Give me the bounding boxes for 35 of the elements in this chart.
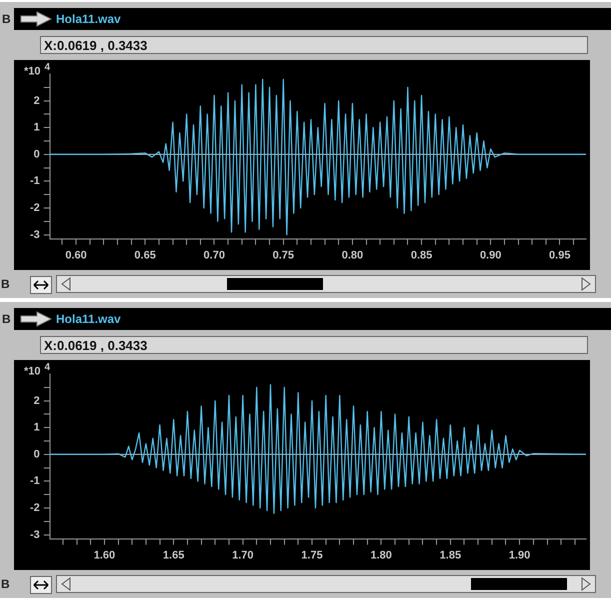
- y-tick-label: 0: [34, 448, 40, 460]
- y-tick-label: -1: [30, 475, 40, 488]
- text: B: [1, 577, 10, 591]
- text: B: [2, 312, 11, 326]
- chart-title: Hola11.wav: [56, 12, 121, 26]
- x-tick-label: 1.65: [162, 549, 184, 562]
- y-tick-label: 0: [34, 148, 40, 160]
- y-tick-label: 1: [34, 422, 40, 434]
- x-tick-label: 1.90: [508, 549, 530, 562]
- x-tick-label: 0.85: [410, 249, 432, 262]
- y-tick-label: -3: [30, 528, 40, 541]
- text: B: [1, 277, 10, 291]
- x-tick-label: 0.60: [65, 249, 87, 262]
- y-tick-label: -3: [30, 228, 40, 241]
- x-tick-label: 1.60: [94, 549, 116, 562]
- x-tick-label: 1.85: [440, 549, 462, 562]
- x-tick-label: 1.75: [301, 549, 323, 562]
- text: X:0.0619 , 0.3433: [40, 336, 588, 354]
- y-tick-label: 1: [34, 122, 40, 134]
- x-tick-label: 0.70: [204, 249, 225, 262]
- y-tick-label: -2: [30, 202, 40, 214]
- x-tick-label: 0.65: [134, 249, 156, 262]
- x-tick-label: 0.75: [272, 249, 294, 262]
- y-tick-label: -1: [30, 175, 40, 188]
- y-tick-label: 2: [34, 394, 40, 407]
- x-tick-label: 0.90: [480, 249, 502, 262]
- x-tick-label: 0.95: [549, 249, 570, 262]
- x-tick-label: 1.70: [232, 549, 254, 562]
- text: X:0.0619 , 0.3433: [40, 36, 588, 54]
- text: B: [2, 12, 11, 26]
- x-tick-label: 1.80: [370, 549, 392, 562]
- y-tick-label: 2: [34, 94, 40, 107]
- x-tick-label: 0.80: [342, 249, 364, 262]
- chart-title: Hola11.wav: [56, 312, 121, 326]
- y-tick-label: -2: [30, 502, 40, 514]
